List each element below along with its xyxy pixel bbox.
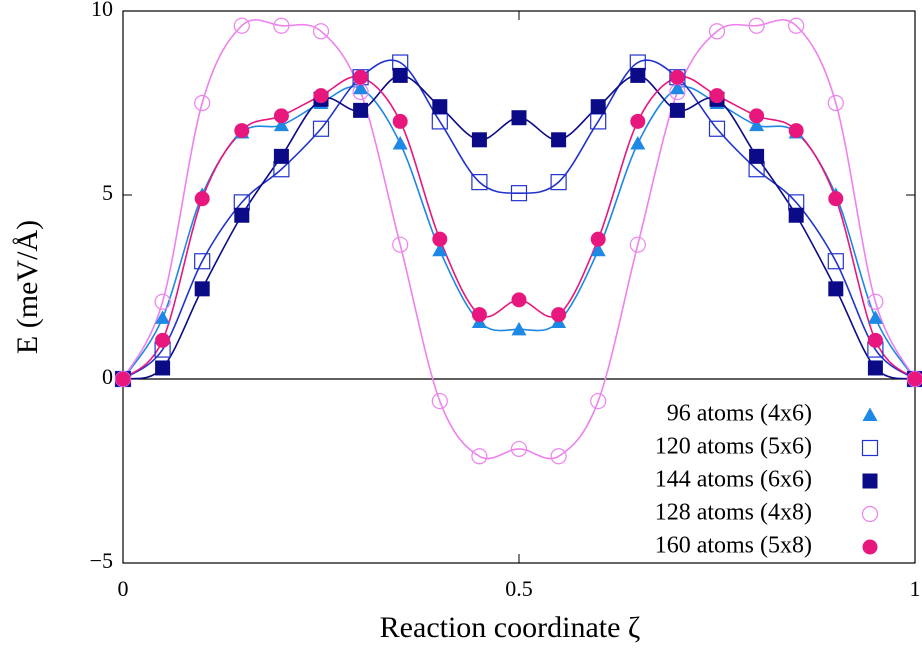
legend-marker xyxy=(862,473,878,489)
marker xyxy=(392,135,408,150)
marker xyxy=(234,123,250,139)
legend-marker xyxy=(862,407,878,421)
marker xyxy=(511,321,527,336)
marker xyxy=(510,185,528,202)
marker xyxy=(471,448,488,465)
marker xyxy=(432,99,448,115)
legend-label: 144 atoms (6x6) xyxy=(655,467,812,493)
marker xyxy=(749,148,765,164)
marker xyxy=(392,113,408,129)
y-tick-label: 10 xyxy=(91,0,113,21)
marker xyxy=(669,69,685,85)
marker xyxy=(273,148,289,164)
legend-label: 96 atoms (4x6) xyxy=(667,401,812,427)
marker xyxy=(194,191,210,207)
marker xyxy=(551,307,567,323)
marker xyxy=(708,120,726,137)
marker xyxy=(788,17,805,34)
marker xyxy=(313,88,329,104)
marker xyxy=(155,332,171,348)
x-tick-label: 1 xyxy=(910,576,921,601)
marker xyxy=(590,392,607,410)
marker xyxy=(828,281,844,297)
x-axis-label: Reaction coordinate ζ xyxy=(380,611,641,644)
marker xyxy=(867,360,883,376)
marker xyxy=(827,94,844,112)
marker xyxy=(867,332,883,348)
legend-label: 160 atoms (5x8) xyxy=(655,533,812,559)
legend-marker xyxy=(862,539,878,555)
marker xyxy=(748,17,765,34)
marker xyxy=(511,292,527,308)
marker xyxy=(154,293,171,310)
marker xyxy=(273,108,289,124)
marker xyxy=(273,117,289,132)
marker xyxy=(630,135,646,150)
marker xyxy=(194,281,210,297)
marker xyxy=(233,17,250,34)
marker xyxy=(669,80,685,95)
marker xyxy=(392,236,409,253)
marker xyxy=(115,371,131,387)
marker xyxy=(749,117,765,132)
marker xyxy=(867,293,884,310)
legend-label: 128 atoms (4x8) xyxy=(655,500,812,526)
marker xyxy=(788,123,804,139)
marker xyxy=(590,242,606,257)
marker xyxy=(827,253,844,270)
marker xyxy=(155,310,171,324)
marker xyxy=(194,253,211,270)
y-tick-label: 0 xyxy=(102,364,113,389)
legend-label: 120 atoms (5x6) xyxy=(655,434,812,460)
x-tick-label: 0.5 xyxy=(505,576,533,601)
y-axis-label: E (meV/Å) xyxy=(11,220,44,354)
x-tick-label: 0 xyxy=(118,576,129,601)
marker xyxy=(629,236,646,253)
marker xyxy=(590,231,606,247)
marker xyxy=(669,102,685,118)
legend-marker xyxy=(861,505,879,523)
marker xyxy=(471,174,488,191)
marker xyxy=(907,371,922,387)
marker xyxy=(471,132,487,148)
marker xyxy=(550,174,567,191)
marker xyxy=(749,108,765,124)
marker xyxy=(353,80,369,95)
marker xyxy=(353,69,369,85)
marker xyxy=(194,94,211,112)
marker xyxy=(155,360,171,376)
marker xyxy=(510,440,528,458)
marker xyxy=(630,113,646,129)
marker xyxy=(828,191,844,207)
marker xyxy=(788,207,804,223)
marker xyxy=(590,99,606,115)
marker xyxy=(471,307,487,323)
marker xyxy=(273,17,290,34)
legend-marker xyxy=(861,439,879,457)
marker xyxy=(392,67,408,83)
y-tick-label: 5 xyxy=(102,180,113,205)
marker xyxy=(709,88,725,104)
marker xyxy=(431,392,448,410)
marker xyxy=(312,120,330,137)
marker xyxy=(353,102,369,118)
marker xyxy=(630,67,646,83)
marker xyxy=(550,448,567,465)
series-line xyxy=(122,19,916,460)
marker xyxy=(432,231,448,247)
series-line xyxy=(122,59,916,380)
marker xyxy=(511,110,527,126)
marker xyxy=(708,23,726,40)
y-tick-label: −5 xyxy=(90,548,113,573)
marker xyxy=(234,207,250,223)
marker xyxy=(867,310,883,324)
marker xyxy=(551,132,567,148)
marker xyxy=(312,23,330,40)
marker xyxy=(432,242,448,257)
